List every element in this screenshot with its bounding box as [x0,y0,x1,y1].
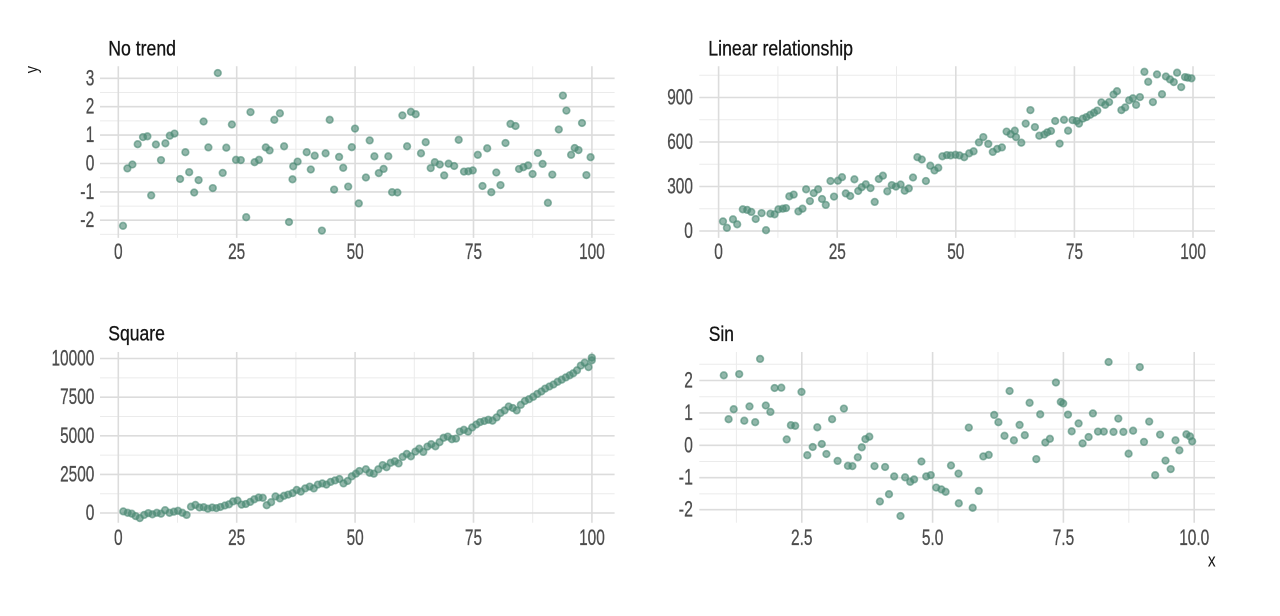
svg-text:50: 50 [347,239,364,264]
svg-text:0: 0 [684,432,693,457]
svg-text:y: y [22,66,42,74]
svg-text:5000: 5000 [60,423,94,448]
svg-text:2.5: 2.5 [791,525,813,550]
svg-text:25: 25 [228,525,245,550]
svg-text:7.5: 7.5 [1053,525,1075,550]
svg-text:1: 1 [86,122,95,147]
svg-text:75: 75 [1066,239,1083,264]
svg-text:0: 0 [714,239,723,264]
svg-text:75: 75 [465,239,482,264]
svg-text:No trend: No trend [108,38,176,61]
svg-text:-1: -1 [80,179,94,204]
svg-text:0: 0 [86,500,95,525]
svg-text:50: 50 [347,525,364,550]
svg-text:-1: -1 [679,465,693,490]
svg-text:25: 25 [228,239,245,264]
svg-text:75: 75 [465,525,482,550]
svg-text:0: 0 [114,239,123,264]
svg-text:Sin: Sin [709,323,734,346]
svg-text:2: 2 [684,368,693,393]
svg-text:2: 2 [86,94,95,119]
svg-text:600: 600 [667,129,693,154]
svg-text:3: 3 [86,65,95,90]
svg-text:Square: Square [108,323,165,346]
svg-text:0: 0 [86,151,95,176]
svg-text:50: 50 [947,239,964,264]
svg-text:100: 100 [579,239,605,264]
svg-text:10.0: 10.0 [1179,525,1209,550]
svg-text:100: 100 [1180,239,1206,264]
svg-text:5.0: 5.0 [922,525,944,550]
svg-text:900: 900 [667,85,693,110]
svg-text:1: 1 [684,400,693,425]
svg-text:25: 25 [829,239,846,264]
svg-text:7500: 7500 [60,384,94,409]
svg-text:2500: 2500 [60,461,94,486]
svg-text:x: x [1208,551,1216,571]
svg-text:-2: -2 [80,207,94,232]
svg-text:0: 0 [114,525,123,550]
svg-text:Linear relationship: Linear relationship [708,38,853,61]
svg-text:-2: -2 [679,497,693,522]
svg-text:100: 100 [579,525,605,550]
svg-text:300: 300 [667,174,693,199]
svg-text:0: 0 [684,218,693,243]
svg-text:10000: 10000 [52,346,95,371]
